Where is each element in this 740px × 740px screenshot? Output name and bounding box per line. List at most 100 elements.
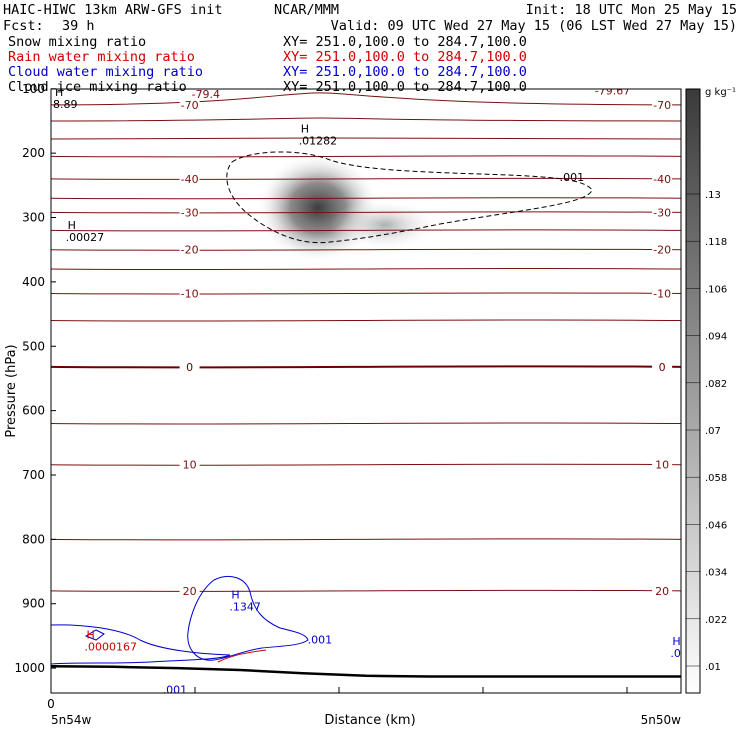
cloud-water-contour-small (84, 629, 105, 641)
field-name-3: Cloud ice mixing ratio (8, 79, 187, 95)
isotherm-label-10-0: -10 (181, 287, 199, 300)
y-tick-label-0: 100 (22, 82, 45, 96)
x-right-endpoint-label: 5n50w (641, 713, 682, 727)
colorbar-gradient (685, 88, 701, 694)
isotherm-14 (51, 463, 681, 466)
y-tick-label-8: 900 (22, 597, 45, 611)
isotherm-label-bg-4-1 (652, 172, 673, 184)
figure-title: HAIC-HIWC 13km ARW-GFS init (3, 2, 222, 18)
extremum-value-2: 8.89 (53, 98, 78, 111)
y-tick-label-3: 400 (22, 275, 45, 289)
colorbar-label-7: .094 (705, 332, 727, 343)
field-xy-2: XY= 251.0,100.0 to 284.7,100.0 (283, 64, 527, 80)
y-tick-label-6: 700 (22, 468, 45, 482)
isotherm-label-bg-12-0 (179, 360, 200, 372)
colorbar-label-0: .01 (705, 662, 721, 673)
extrema-labels: L-79.4L-79.67H8.89H.01282H.00027H.1347H.… (53, 72, 716, 660)
isotherm-label-12-1: 0 (659, 361, 666, 374)
isotherm-label-bg-8-1 (652, 243, 673, 255)
contour-label-1: .001 (308, 633, 333, 646)
x-axis-label: Distance (km) (324, 713, 415, 728)
isotherm-label-bg-14-0 (179, 458, 200, 470)
cloud-water-contours (51, 576, 309, 665)
isotherm-10 (51, 292, 681, 295)
x-axis (50, 687, 628, 693)
isotherm-4 (51, 177, 681, 180)
isotherm-label-6-0: -30 (181, 206, 199, 219)
isotherm-8 (51, 248, 681, 251)
isotherm-11 (51, 319, 681, 322)
colorbar-label-2: .034 (705, 568, 727, 579)
y-tick-label-7: 800 (22, 532, 45, 546)
isotherm-label-10-1: -10 (653, 287, 671, 300)
isotherm-label-12-0: 0 (186, 361, 193, 374)
extremum-value-6: .0000167 (85, 641, 138, 654)
isotherm-label-0-1: -70 (653, 99, 671, 112)
forecast-hour: 39 h (62, 18, 95, 34)
isotherm-16 (51, 589, 681, 592)
colorbar-label-3: .046 (705, 520, 727, 531)
isotherm-label-bg-6-1 (652, 206, 673, 218)
isotherm-label-16-0: 20 (183, 585, 197, 598)
extremum-type-6: H (87, 629, 95, 642)
y-tick-label-9: 1000 (14, 661, 45, 675)
isotherm-label-bg-4-0 (179, 172, 200, 184)
isotherm-label-0-0: -70 (181, 99, 199, 112)
rain-contour (217, 649, 267, 663)
isotherm-5 (51, 197, 681, 200)
extremum-type-5: H (231, 589, 239, 602)
isotherm-label-4-1: -40 (653, 173, 671, 186)
isotherm-2 (51, 137, 681, 140)
isotherm-6 (51, 211, 681, 214)
isotherm-label-14-0: 10 (183, 459, 197, 472)
x-origin-tick-label: 0 (47, 697, 55, 711)
y-tick-label-5: 600 (22, 404, 45, 418)
colorbar-label-10: .13 (705, 190, 721, 201)
contour-label-2: .001 (163, 684, 188, 697)
colorbar-label-4: .058 (705, 473, 727, 484)
isotherm-15 (51, 538, 681, 541)
extremum-type-2: H (55, 86, 63, 99)
isotherm-label-16-1: 20 (655, 585, 669, 598)
extremum-value-1: -79.67 (595, 84, 630, 97)
isotherm-label-bg-0-1 (652, 98, 673, 110)
extremum-value-5: .1347 (229, 601, 261, 614)
isotherm-label-4-0: -40 (181, 173, 199, 186)
field-xy-1: XY= 251.0,100.0 to 284.7,100.0 (283, 49, 527, 65)
y-tick-label-4: 500 (22, 339, 45, 353)
isotherm-12 (51, 365, 681, 369)
isotherm-label-14-1: 10 (655, 459, 669, 472)
cloud-water-contour-lower (51, 624, 231, 665)
isotherm-label-bg-14-1 (652, 458, 673, 470)
isotherm-label-bg-8-0 (179, 243, 200, 255)
colorbar-unit: g kg⁻¹ (705, 87, 736, 98)
field-xy-0: XY= 251.0,100.0 to 284.7,100.0 (283, 34, 527, 50)
valid-time: Valid: 09 UTC Wed 27 May 15 (06 LST Wed … (331, 18, 737, 34)
isotherm-1 (51, 117, 681, 122)
isotherm-label-8-1: -20 (653, 244, 671, 257)
extremum-value-3: .01282 (299, 135, 338, 148)
cloud-water-contour-upper (187, 576, 309, 661)
terrain-surface (51, 664, 681, 678)
plot-area: -70 -70 -40 -40 -30 -30 -20 -20 -10 -10 0 0 10 10 20 20… (51, 72, 716, 697)
colorbar-label-1: .022 (705, 615, 727, 626)
plot-frame (50, 88, 682, 694)
contour-labels: .001 .001 .001 (163, 171, 585, 697)
extremum-type-3: H (301, 123, 309, 136)
header: HAIC-HIWC 13km ARW-GFS init NCAR/MMM Ini… (3, 2, 737, 34)
extremum-type-1: L (597, 72, 604, 85)
field-legend: Snow mixing ratio XY= 251.0,100.0 to 284.… (8, 34, 527, 95)
isotherm-9 (51, 267, 681, 271)
forecast-label: Fcst: (3, 18, 44, 34)
colorbar-label-5: .07 (705, 426, 721, 437)
isotherm-label-bg-6-0 (179, 206, 200, 218)
snow-shading (256, 153, 440, 263)
isotherm-label-6-1: -30 (653, 206, 671, 219)
extremum-value-7: .002963 (670, 647, 716, 660)
contour-label-0: .001 (560, 171, 585, 184)
isotherm-label-bg-16-1 (652, 584, 673, 596)
field-name-0: Snow mixing ratio (8, 34, 146, 50)
y-tick-label-2: 300 (22, 211, 45, 225)
isotherm-label-bg-12-1 (652, 360, 673, 372)
